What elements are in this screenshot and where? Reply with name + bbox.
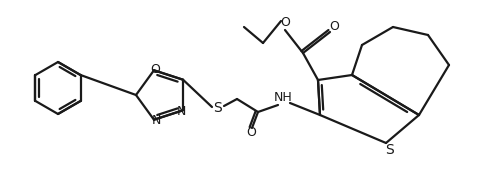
Text: O: O: [245, 127, 255, 139]
Text: S: S: [384, 143, 392, 157]
Text: O: O: [150, 63, 160, 76]
Text: N: N: [151, 114, 161, 127]
Text: N: N: [176, 105, 185, 118]
Text: O: O: [328, 19, 338, 33]
Text: NH: NH: [273, 92, 292, 104]
Text: O: O: [280, 16, 289, 30]
Text: S: S: [213, 101, 222, 115]
